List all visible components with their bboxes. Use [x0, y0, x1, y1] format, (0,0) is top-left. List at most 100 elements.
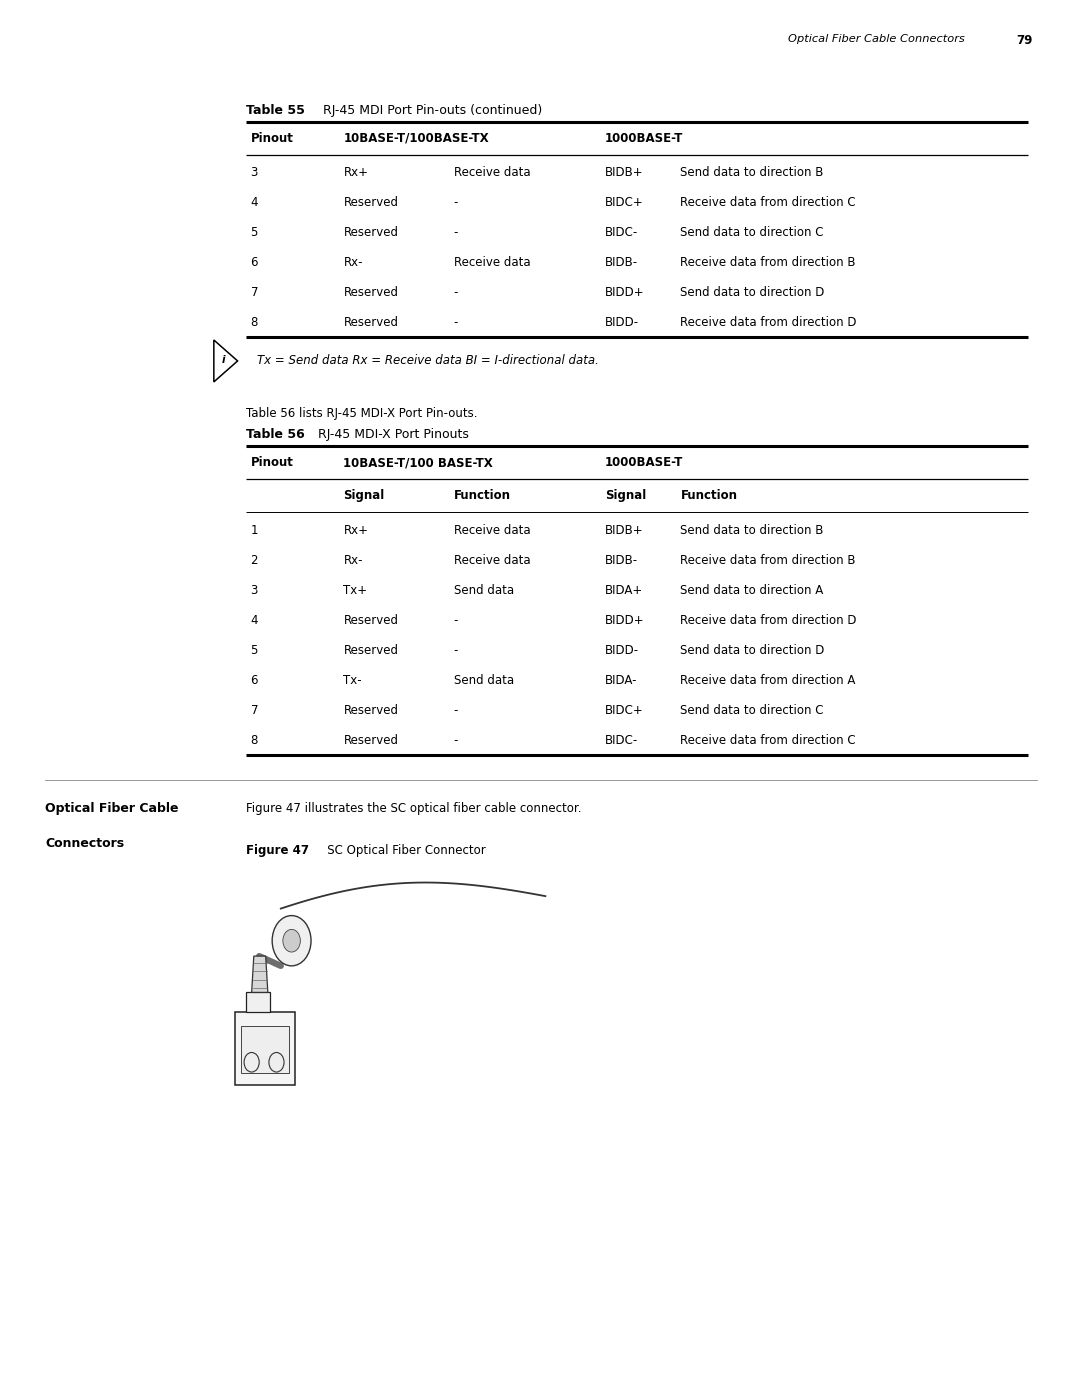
Text: -: - — [454, 733, 458, 747]
Text: -: - — [454, 286, 458, 299]
Text: 10BASE-T/100 BASE-TX: 10BASE-T/100 BASE-TX — [343, 457, 494, 469]
Text: -: - — [454, 704, 458, 717]
Text: Function: Function — [680, 489, 738, 502]
Bar — [235, 1011, 295, 1084]
Text: 6: 6 — [251, 673, 258, 687]
Text: i: i — [221, 355, 226, 365]
Text: 8: 8 — [251, 733, 258, 747]
Text: 6: 6 — [251, 256, 258, 270]
Text: Receive data from direction C: Receive data from direction C — [680, 733, 856, 747]
Text: BIDA-: BIDA- — [605, 673, 637, 687]
Text: BIDB+: BIDB+ — [605, 524, 644, 536]
Text: 5: 5 — [251, 226, 258, 239]
Text: BIDB-: BIDB- — [605, 553, 638, 567]
Text: Reserved: Reserved — [343, 226, 399, 239]
Text: Receive data: Receive data — [454, 553, 530, 567]
Text: 8: 8 — [251, 316, 258, 330]
Text: -: - — [454, 613, 458, 627]
Text: Table 56 lists RJ-45 MDI-X Port Pin-outs.: Table 56 lists RJ-45 MDI-X Port Pin-outs… — [246, 407, 477, 420]
Text: Reserved: Reserved — [343, 196, 399, 210]
Text: BIDD-: BIDD- — [605, 316, 639, 330]
Text: Optical Fiber Cable Connectors: Optical Fiber Cable Connectors — [787, 35, 964, 45]
Polygon shape — [252, 956, 268, 992]
Text: Table 55: Table 55 — [246, 105, 306, 117]
Text: BIDC-: BIDC- — [605, 733, 638, 747]
Text: Send data: Send data — [454, 584, 514, 597]
Text: BIDB+: BIDB+ — [605, 166, 644, 179]
Text: RJ-45 MDI Port Pin-outs (continued): RJ-45 MDI Port Pin-outs (continued) — [311, 105, 542, 117]
Text: Rx-: Rx- — [343, 256, 363, 270]
Text: Send data to direction D: Send data to direction D — [680, 644, 825, 657]
Text: SC Optical Fiber Connector: SC Optical Fiber Connector — [316, 844, 486, 858]
Text: Receive data from direction A: Receive data from direction A — [680, 673, 855, 687]
Text: Receive data: Receive data — [454, 166, 530, 179]
Text: Figure 47 illustrates the SC optical fiber cable connector.: Figure 47 illustrates the SC optical fib… — [246, 802, 582, 816]
Text: Receive data from direction D: Receive data from direction D — [680, 316, 856, 330]
Text: 79: 79 — [1016, 35, 1032, 47]
Text: Tx = Send data Rx = Receive data BI = I-directional data.: Tx = Send data Rx = Receive data BI = I-… — [257, 355, 599, 367]
Text: 1000BASE-T: 1000BASE-T — [605, 457, 684, 469]
Text: Figure 47: Figure 47 — [246, 844, 309, 858]
Text: BIDA+: BIDA+ — [605, 584, 643, 597]
Text: Optical Fiber Cable: Optical Fiber Cable — [45, 802, 179, 816]
Text: BIDD+: BIDD+ — [605, 613, 645, 627]
Text: -: - — [454, 196, 458, 210]
Text: -: - — [454, 644, 458, 657]
Text: 10BASE-T/100BASE-TX: 10BASE-T/100BASE-TX — [343, 131, 489, 144]
Text: Signal: Signal — [605, 489, 646, 502]
Text: Send data to direction D: Send data to direction D — [680, 286, 825, 299]
Text: Tx+: Tx+ — [343, 584, 367, 597]
Text: Signal: Signal — [343, 489, 384, 502]
Text: 4: 4 — [251, 196, 258, 210]
Text: 7: 7 — [251, 286, 258, 299]
Text: BIDB-: BIDB- — [605, 256, 638, 270]
Text: Receive data: Receive data — [454, 524, 530, 536]
Text: -: - — [454, 226, 458, 239]
Bar — [246, 992, 270, 1011]
Text: BIDD+: BIDD+ — [605, 286, 645, 299]
Text: Rx+: Rx+ — [343, 524, 368, 536]
Text: Rx+: Rx+ — [343, 166, 368, 179]
Text: BIDC+: BIDC+ — [605, 196, 644, 210]
Text: Send data to direction C: Send data to direction C — [680, 704, 824, 717]
Text: Function: Function — [454, 489, 511, 502]
Text: Receive data from direction B: Receive data from direction B — [680, 256, 855, 270]
Text: Send data: Send data — [454, 673, 514, 687]
Text: Reserved: Reserved — [343, 733, 399, 747]
Text: -: - — [454, 316, 458, 330]
Text: Reserved: Reserved — [343, 704, 399, 717]
Text: Pinout: Pinout — [251, 457, 294, 469]
Text: Reserved: Reserved — [343, 286, 399, 299]
Text: Receive data from direction B: Receive data from direction B — [680, 553, 855, 567]
Circle shape — [272, 915, 311, 965]
Text: 5: 5 — [251, 644, 258, 657]
Text: Send data to direction A: Send data to direction A — [680, 584, 824, 597]
Bar — [241, 1025, 289, 1073]
Text: 7: 7 — [251, 704, 258, 717]
Text: Receive data from direction C: Receive data from direction C — [680, 196, 856, 210]
Text: Reserved: Reserved — [343, 316, 399, 330]
Text: 2: 2 — [251, 553, 258, 567]
Text: Receive data from direction D: Receive data from direction D — [680, 613, 856, 627]
Text: Connectors: Connectors — [45, 837, 124, 851]
Text: 3: 3 — [251, 166, 258, 179]
Text: Table 56: Table 56 — [246, 427, 305, 440]
Text: BIDD-: BIDD- — [605, 644, 639, 657]
Text: Reserved: Reserved — [343, 613, 399, 627]
Text: Rx-: Rx- — [343, 553, 363, 567]
Text: RJ-45 MDI-X Port Pinouts: RJ-45 MDI-X Port Pinouts — [306, 427, 469, 440]
Circle shape — [283, 929, 300, 951]
Text: Tx-: Tx- — [343, 673, 362, 687]
Text: 1000BASE-T: 1000BASE-T — [605, 131, 684, 144]
Text: Reserved: Reserved — [343, 644, 399, 657]
Text: Receive data: Receive data — [454, 256, 530, 270]
Text: 1: 1 — [251, 524, 258, 536]
Text: BIDC+: BIDC+ — [605, 704, 644, 717]
Text: 4: 4 — [251, 613, 258, 627]
Text: Send data to direction B: Send data to direction B — [680, 166, 824, 179]
Text: 3: 3 — [251, 584, 258, 597]
Text: BIDC-: BIDC- — [605, 226, 638, 239]
Text: Send data to direction C: Send data to direction C — [680, 226, 824, 239]
Text: Pinout: Pinout — [251, 131, 294, 144]
Text: Send data to direction B: Send data to direction B — [680, 524, 824, 536]
